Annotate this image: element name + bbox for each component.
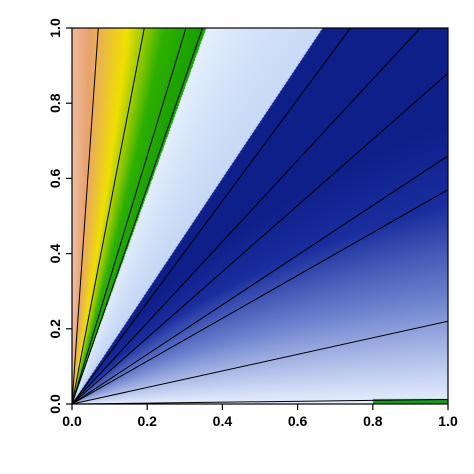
- contour-line-2: [72, 28, 145, 404]
- contour-line-3: [72, 28, 187, 404]
- y-tick-label: 1.0: [47, 18, 63, 38]
- x-tick-label: 0.4: [213, 413, 233, 429]
- x-tick-label: 0.6: [288, 413, 308, 429]
- x-tick-label: 0.0: [62, 413, 82, 429]
- contour-line-8: [72, 155, 448, 404]
- x-tick-label: 0.2: [137, 413, 157, 429]
- y-tick-label: 0.6: [47, 168, 63, 188]
- contour-lines: [72, 28, 448, 404]
- contour-line-9: [72, 189, 448, 404]
- plot-area: [72, 28, 448, 404]
- y-tick-label: 0.2: [47, 319, 63, 339]
- contour-line-7: [72, 72, 448, 404]
- contour-line-10: [72, 320, 448, 404]
- axes: 0.0 0.2 0.4 0.6 0.8 1.0 0.0 0.2 0.4 0.6 0.8 1.0: [47, 18, 458, 429]
- x-tick-label: 1.0: [438, 413, 458, 429]
- x-tick-label: 0.8: [363, 413, 383, 429]
- y-tick-label: 0.4: [47, 244, 63, 264]
- heatmap-image: [72, 28, 448, 404]
- y-tick-label: 0.0: [47, 394, 63, 414]
- contour-line-5: [72, 28, 351, 404]
- contour-line-1: [72, 28, 99, 404]
- contour-line-11: [72, 398, 448, 404]
- y-tick-label: 0.8: [47, 93, 63, 113]
- contour-line-4: [72, 28, 204, 404]
- plot-frame: [71, 27, 449, 405]
- contour-line-6: [72, 28, 421, 404]
